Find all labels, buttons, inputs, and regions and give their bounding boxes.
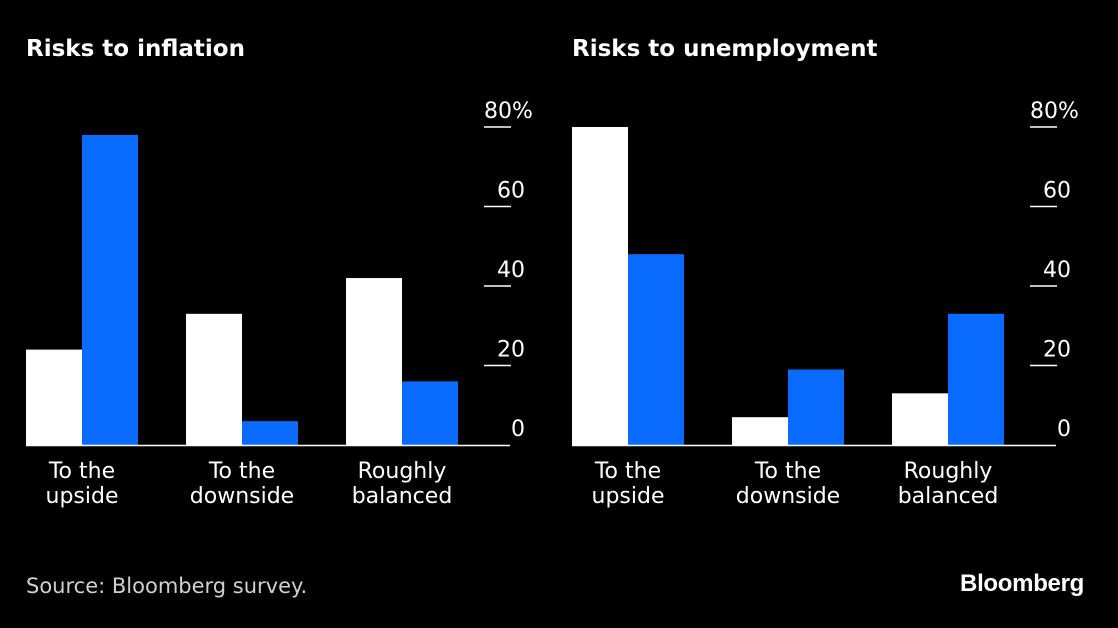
category-label: To the downside (190, 459, 294, 509)
bar (892, 393, 948, 445)
bar (572, 127, 628, 445)
bar (788, 369, 844, 445)
unemployment-chart-title: Risks to unemployment (572, 36, 878, 62)
source-note: Source: Bloomberg survey. (26, 574, 308, 598)
y-tick-label: 80% (484, 99, 533, 124)
y-tick-label: 20 (1043, 338, 1071, 363)
y-tick-label: 40 (497, 258, 525, 283)
bar (628, 254, 684, 445)
category-label: Roughly balanced (898, 459, 999, 509)
bar (242, 421, 298, 445)
category-label: To the upside (592, 459, 665, 509)
inflation-chart: 0 20 40 60 80% To the upside To the downside Roug… (26, 99, 533, 509)
y-tick-label: 40 (1043, 258, 1071, 283)
y-tick-label: 80% (1030, 99, 1079, 124)
bar (732, 417, 788, 445)
bar (948, 313, 1004, 445)
category-label: Roughly balanced (352, 459, 453, 509)
y-tick-label: 20 (497, 338, 525, 363)
y-tick-label: 0 (1057, 417, 1071, 442)
bloomberg-logo: Bloomberg (960, 570, 1084, 597)
inflation-chart-title: Risks to inflation (26, 36, 245, 62)
y-tick-label: 60 (497, 179, 525, 204)
y-tick-label: 0 (511, 417, 525, 442)
bar (186, 313, 242, 445)
inflation-chart-panel: Risks to inflation 0 20 40 60 80% To the upsid… (26, 0, 566, 540)
unemployment-chart-panel: Risks to unemployment 0 20 40 60 80% To the up… (572, 0, 1112, 540)
bar (82, 134, 138, 445)
bar (346, 278, 402, 445)
bar (402, 381, 458, 445)
y-tick-label: 60 (1043, 179, 1071, 204)
bar (26, 349, 82, 445)
unemployment-chart: 0 20 40 60 80% To the upside To the downside Roug… (572, 99, 1079, 509)
category-label: To the downside (736, 459, 840, 509)
category-label: To the upside (46, 459, 119, 509)
